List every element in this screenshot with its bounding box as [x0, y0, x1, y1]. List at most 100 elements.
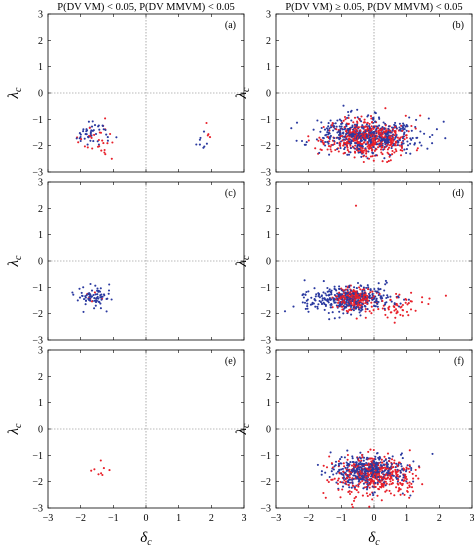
- data-point: [353, 116, 357, 119]
- data-point: [351, 460, 354, 464]
- data-point: [324, 144, 327, 147]
- data-point: [404, 134, 408, 137]
- data-point: [401, 129, 404, 132]
- y-tick-label: 3: [38, 178, 43, 189]
- data-point: [384, 279, 387, 282]
- data-point: [352, 293, 355, 296]
- data-point: [391, 455, 394, 458]
- data-point: [360, 472, 364, 475]
- data-point: [375, 148, 378, 151]
- data-point: [373, 300, 376, 304]
- data-point: [348, 134, 351, 137]
- data-point: [379, 295, 382, 298]
- data-point: [411, 490, 415, 493]
- data-point: [364, 137, 367, 140]
- panel-label: (f): [454, 356, 464, 367]
- data-point: [88, 126, 91, 129]
- x-tick-label: −1: [108, 513, 119, 524]
- data-point: [403, 124, 406, 127]
- data-point: [374, 462, 377, 465]
- data-point: [378, 478, 381, 481]
- data-point: [350, 313, 353, 316]
- data-point: [93, 291, 96, 294]
- data-point: [400, 145, 403, 148]
- data-point: [104, 153, 107, 156]
- data-point: [395, 127, 398, 130]
- data-point: [389, 140, 393, 143]
- data-point: [427, 117, 430, 120]
- data-point: [83, 137, 86, 140]
- data-point: [342, 477, 345, 480]
- data-point: [382, 466, 385, 469]
- data-point: [100, 149, 103, 152]
- data-point: [384, 283, 387, 286]
- data-point: [395, 476, 398, 479]
- data-point: [370, 134, 373, 137]
- data-point: [371, 152, 374, 155]
- data-point: [347, 129, 350, 132]
- data-point: [391, 153, 394, 156]
- data-point: [357, 459, 361, 462]
- data-point: [361, 145, 364, 148]
- data-point: [406, 303, 409, 306]
- data-point: [80, 138, 83, 141]
- x-tick-label: −2: [75, 513, 86, 524]
- data-point: [386, 471, 389, 474]
- data-point: [199, 136, 202, 139]
- y-tick-label: −3: [32, 168, 43, 179]
- data-point: [362, 149, 366, 152]
- data-point: [106, 139, 109, 142]
- data-point: [396, 310, 399, 313]
- y-tick-label: 3: [266, 178, 271, 189]
- data-point: [335, 472, 338, 475]
- data-point: [398, 139, 401, 142]
- data-point: [362, 135, 365, 138]
- data-point: [375, 300, 378, 303]
- data-point: [367, 475, 370, 478]
- data-point: [370, 117, 373, 120]
- data-point: [346, 458, 349, 461]
- data-point: [370, 305, 373, 308]
- data-point: [409, 308, 413, 311]
- data-point: [412, 460, 415, 463]
- x-tick-label: −2: [303, 513, 314, 524]
- data-point: [362, 482, 365, 485]
- data-point: [79, 139, 82, 143]
- x-axis-label: δc: [140, 530, 152, 548]
- data-point: [295, 121, 299, 124]
- data-point: [383, 141, 387, 144]
- data-point: [365, 155, 368, 158]
- data-point: [356, 292, 360, 295]
- data-point: [370, 125, 373, 128]
- data-point: [105, 310, 108, 313]
- data-point: [323, 303, 326, 306]
- x-tick-label: −1: [336, 513, 347, 524]
- data-point: [329, 126, 333, 129]
- data-point: [329, 303, 332, 306]
- data-point: [357, 147, 360, 150]
- data-point: [407, 302, 410, 305]
- data-point: [370, 144, 373, 147]
- x-tick-label: 1: [404, 513, 409, 524]
- data-point: [339, 133, 342, 136]
- data-point: [397, 490, 400, 493]
- data-point: [413, 143, 416, 146]
- data-point: [380, 129, 383, 132]
- data-point: [337, 304, 340, 307]
- data-point: [376, 472, 379, 476]
- data-point: [328, 140, 331, 143]
- data-point: [198, 143, 201, 146]
- data-point: [407, 130, 410, 133]
- data-point: [86, 143, 89, 146]
- panel-label: (a): [225, 20, 236, 31]
- data-point: [89, 139, 92, 142]
- data-point: [351, 506, 354, 509]
- data-point: [418, 141, 421, 144]
- data-point: [381, 160, 384, 163]
- data-point: [396, 480, 399, 483]
- data-point: [372, 295, 375, 298]
- data-point: [87, 120, 90, 123]
- data-point: [386, 151, 389, 154]
- data-point: [369, 291, 372, 294]
- data-point: [380, 458, 383, 461]
